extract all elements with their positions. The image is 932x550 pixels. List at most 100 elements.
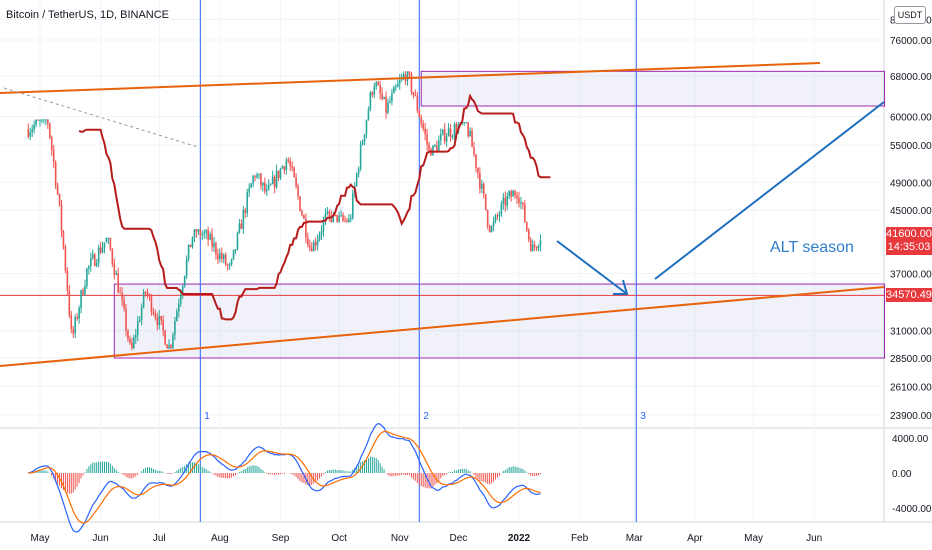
candle-body: [168, 345, 170, 349]
candle-body: [420, 117, 423, 124]
candle-body: [197, 229, 200, 232]
candle-body: [234, 249, 237, 251]
candle-body: [91, 254, 94, 259]
candle-body: [50, 137, 53, 150]
candle-body: [340, 215, 342, 217]
candle-body: [86, 268, 88, 286]
candle-body: [240, 223, 243, 229]
candle-body: [134, 335, 137, 338]
candle-body: [406, 71, 409, 81]
candle-body: [308, 245, 311, 249]
candle-body: [465, 122, 467, 124]
candle-body: [219, 253, 221, 259]
candle-body: [43, 119, 45, 121]
candle-body: [473, 147, 475, 155]
candle-body: [258, 173, 260, 175]
candle-body: [209, 233, 211, 240]
candle-body: [297, 185, 299, 197]
candle-body: [522, 202, 524, 205]
candle-body: [105, 237, 108, 243]
candle-body: [453, 124, 456, 137]
candle-body: [99, 247, 102, 253]
candle-body: [56, 185, 59, 194]
candle-body: [289, 160, 292, 166]
candle-body: [498, 214, 501, 217]
candle-body: [64, 246, 67, 271]
candle-body: [387, 102, 389, 113]
currency-button[interactable]: USDT: [894, 6, 926, 24]
vertical-marker-label: 2: [423, 411, 429, 422]
candle-body: [391, 93, 393, 102]
candle-body: [238, 223, 241, 233]
candle-body: [123, 299, 125, 309]
candle-body: [424, 128, 426, 135]
projection-arrow-down: [556, 240, 628, 295]
vertical-marker-label: 3: [640, 411, 646, 422]
candle-body: [121, 292, 123, 300]
candle-body: [72, 329, 75, 334]
macd-tick-label: 4000.00: [892, 434, 929, 445]
candle-body: [207, 229, 209, 240]
candle-body: [477, 168, 479, 174]
candle-body: [260, 173, 262, 186]
candle-body: [144, 291, 147, 293]
candle-body: [215, 243, 217, 255]
candle-body: [318, 234, 321, 240]
candle-body: [398, 80, 401, 85]
candle-body: [479, 173, 481, 189]
candle-body: [109, 237, 112, 250]
candle-body: [41, 119, 43, 121]
candle-body: [408, 71, 411, 74]
alt-season-label: ALT season: [770, 239, 854, 256]
candle-body: [33, 124, 35, 130]
x-tick-label: Apr: [687, 533, 703, 544]
candle-body: [78, 308, 80, 319]
candle-body: [369, 92, 372, 110]
candle-body: [524, 204, 526, 223]
candle-body: [222, 254, 225, 259]
candle-body: [359, 144, 362, 169]
candle-body: [361, 141, 364, 145]
candle-body: [164, 330, 166, 345]
candle-body: [148, 295, 151, 297]
candle-body: [178, 303, 180, 312]
y-tick-label: 60000.00: [890, 113, 932, 124]
candle-body: [60, 204, 63, 232]
candle-body: [82, 290, 84, 295]
candle-body: [101, 247, 104, 253]
arrow-head: [613, 279, 629, 295]
candle-body: [328, 211, 331, 216]
candle-body: [262, 182, 264, 186]
candle-body: [412, 92, 415, 95]
candle-body: [179, 295, 182, 304]
baseline-step-line: [78, 93, 551, 321]
candle-body: [338, 215, 340, 223]
candle-body: [426, 134, 428, 145]
candle-body: [504, 197, 507, 206]
candle-body: [484, 194, 487, 210]
candle-body: [383, 96, 385, 99]
candle-body: [445, 136, 448, 142]
candle-body: [496, 215, 499, 217]
dashed-line: [3, 87, 199, 148]
candle-body: [342, 215, 344, 221]
candle-body: [52, 149, 55, 163]
candle-body: [221, 253, 223, 259]
candle-body: [324, 213, 327, 220]
candle-body: [93, 254, 96, 266]
candle-body: [127, 330, 129, 340]
candle-body: [438, 140, 440, 152]
candle-body: [434, 145, 436, 147]
candle-body: [533, 244, 536, 247]
projection-arrow-up: [654, 101, 885, 280]
candle-body: [119, 292, 121, 294]
candle-body: [512, 190, 514, 197]
candle-body: [166, 344, 168, 349]
candle-body: [310, 248, 313, 252]
candle-body: [88, 265, 90, 269]
candle-body: [334, 214, 337, 216]
candle-body: [265, 189, 268, 192]
candle-body: [113, 263, 116, 276]
candle-body: [267, 184, 270, 190]
candle-body: [256, 174, 258, 178]
